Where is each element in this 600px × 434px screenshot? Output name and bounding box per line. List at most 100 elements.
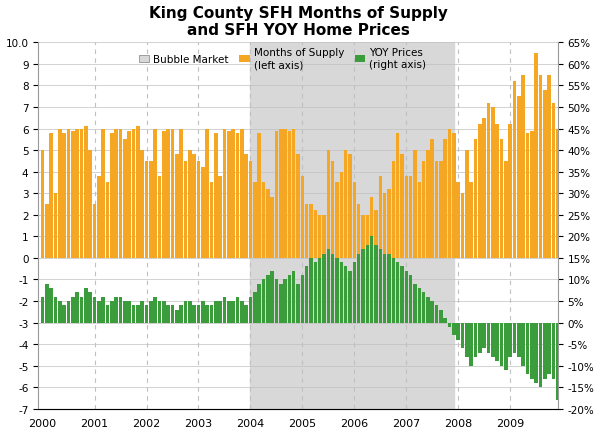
Bar: [110, 301, 113, 323]
Bar: [487, 103, 490, 258]
Bar: [413, 151, 417, 258]
Bar: [318, 258, 322, 323]
Bar: [179, 306, 183, 323]
Bar: [279, 284, 283, 323]
Bar: [392, 161, 395, 258]
Bar: [418, 183, 421, 258]
Bar: [88, 151, 92, 258]
Bar: [270, 198, 274, 258]
Bar: [426, 151, 430, 258]
Bar: [301, 177, 304, 258]
Bar: [149, 161, 152, 258]
Bar: [374, 211, 378, 258]
Bar: [145, 161, 148, 258]
Bar: [543, 91, 547, 258]
Bar: [201, 301, 205, 323]
Bar: [314, 211, 317, 258]
Bar: [491, 323, 494, 357]
Bar: [543, 323, 547, 379]
Bar: [205, 129, 209, 258]
Bar: [266, 276, 269, 323]
Bar: [244, 155, 248, 258]
Bar: [521, 323, 525, 366]
Bar: [171, 129, 174, 258]
Bar: [331, 254, 334, 323]
Bar: [461, 194, 464, 258]
Bar: [184, 161, 187, 258]
Bar: [154, 297, 157, 323]
Bar: [240, 301, 244, 323]
Bar: [487, 323, 490, 353]
Bar: [162, 301, 166, 323]
Bar: [504, 323, 508, 370]
Bar: [535, 323, 538, 383]
Bar: [123, 301, 127, 323]
Bar: [184, 301, 187, 323]
Bar: [409, 276, 412, 323]
Bar: [240, 129, 244, 258]
Bar: [413, 284, 417, 323]
Bar: [508, 323, 512, 357]
Bar: [236, 134, 239, 258]
Bar: [439, 161, 443, 258]
Bar: [353, 183, 356, 258]
Bar: [71, 132, 74, 258]
Bar: [491, 108, 494, 258]
Bar: [67, 301, 70, 323]
Bar: [357, 254, 361, 323]
Bar: [49, 134, 53, 258]
Bar: [119, 297, 122, 323]
Bar: [62, 306, 66, 323]
Bar: [197, 306, 200, 323]
Bar: [331, 161, 334, 258]
Bar: [253, 183, 257, 258]
Bar: [223, 129, 226, 258]
Bar: [340, 263, 343, 323]
Bar: [232, 129, 235, 258]
Bar: [530, 323, 533, 379]
Bar: [539, 76, 542, 258]
Bar: [305, 267, 308, 323]
Bar: [335, 183, 339, 258]
Bar: [175, 155, 179, 258]
Bar: [556, 323, 560, 400]
Bar: [45, 204, 49, 258]
Bar: [521, 76, 525, 258]
Bar: [552, 323, 555, 379]
Bar: [318, 215, 322, 258]
Bar: [106, 183, 109, 258]
Bar: [193, 155, 196, 258]
Bar: [262, 280, 265, 323]
Bar: [209, 306, 213, 323]
Bar: [140, 151, 144, 258]
Bar: [422, 293, 425, 323]
Bar: [469, 183, 473, 258]
Bar: [309, 258, 313, 323]
Bar: [314, 263, 317, 323]
Bar: [452, 134, 455, 258]
Bar: [292, 129, 295, 258]
Bar: [353, 263, 356, 323]
Bar: [292, 271, 295, 323]
Bar: [171, 306, 174, 323]
Bar: [214, 134, 218, 258]
Bar: [97, 177, 101, 258]
Bar: [387, 254, 391, 323]
Bar: [175, 310, 179, 323]
Bar: [513, 82, 517, 258]
Bar: [443, 319, 447, 323]
Bar: [179, 129, 183, 258]
Bar: [465, 151, 469, 258]
Bar: [296, 155, 300, 258]
Bar: [250, 43, 454, 409]
Bar: [448, 323, 451, 327]
Bar: [106, 306, 109, 323]
Bar: [547, 76, 551, 258]
Bar: [283, 280, 287, 323]
Bar: [132, 129, 135, 258]
Bar: [547, 323, 551, 375]
Bar: [97, 301, 101, 323]
Bar: [132, 306, 135, 323]
Bar: [193, 306, 196, 323]
Bar: [526, 323, 529, 375]
